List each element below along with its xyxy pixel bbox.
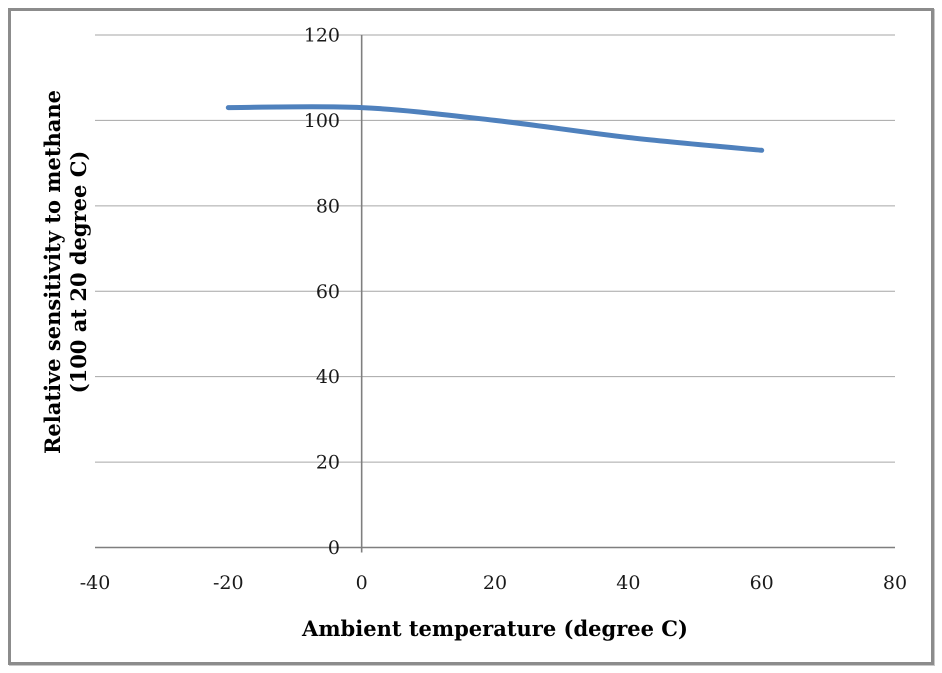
x-tick-label-20: 20 bbox=[483, 572, 507, 594]
gridlines-group bbox=[95, 34, 895, 548]
x-tick-label--40: -40 bbox=[80, 572, 111, 594]
x-tick-label-60: 60 bbox=[750, 572, 774, 594]
y-axis-tick-labels: 0 20 40 60 80 100 120 bbox=[304, 25, 340, 560]
x-axis-title: Ambient temperature (degree C) bbox=[301, 616, 688, 641]
y-tick-label-20: 20 bbox=[316, 452, 340, 474]
y-axis-title-line-2: (100 at 20 degree C) bbox=[66, 151, 91, 394]
series-line-methane-sensitivity bbox=[225, 104, 765, 153]
y-tick-label-100: 100 bbox=[304, 110, 340, 132]
x-tick-label-0: 0 bbox=[356, 572, 368, 594]
x-axis-tick-labels: -40 -20 0 20 40 60 80 bbox=[80, 572, 907, 594]
y-tick-label-0: 0 bbox=[328, 537, 340, 559]
y-tick-label-80: 80 bbox=[316, 195, 340, 217]
y-axis-title-line-1: Relative sensitivity to methane bbox=[40, 90, 65, 454]
y-tick-label-40: 40 bbox=[316, 366, 340, 388]
chart-border-frame bbox=[8, 8, 934, 665]
x-tick-label-40: 40 bbox=[616, 572, 640, 594]
y-tick-label-60: 60 bbox=[316, 281, 340, 303]
y-tick-label-120: 120 bbox=[304, 25, 340, 47]
x-tick-label-80: 80 bbox=[883, 572, 907, 594]
x-tick-label--20: -20 bbox=[213, 572, 244, 594]
axes-group bbox=[95, 35, 895, 553]
